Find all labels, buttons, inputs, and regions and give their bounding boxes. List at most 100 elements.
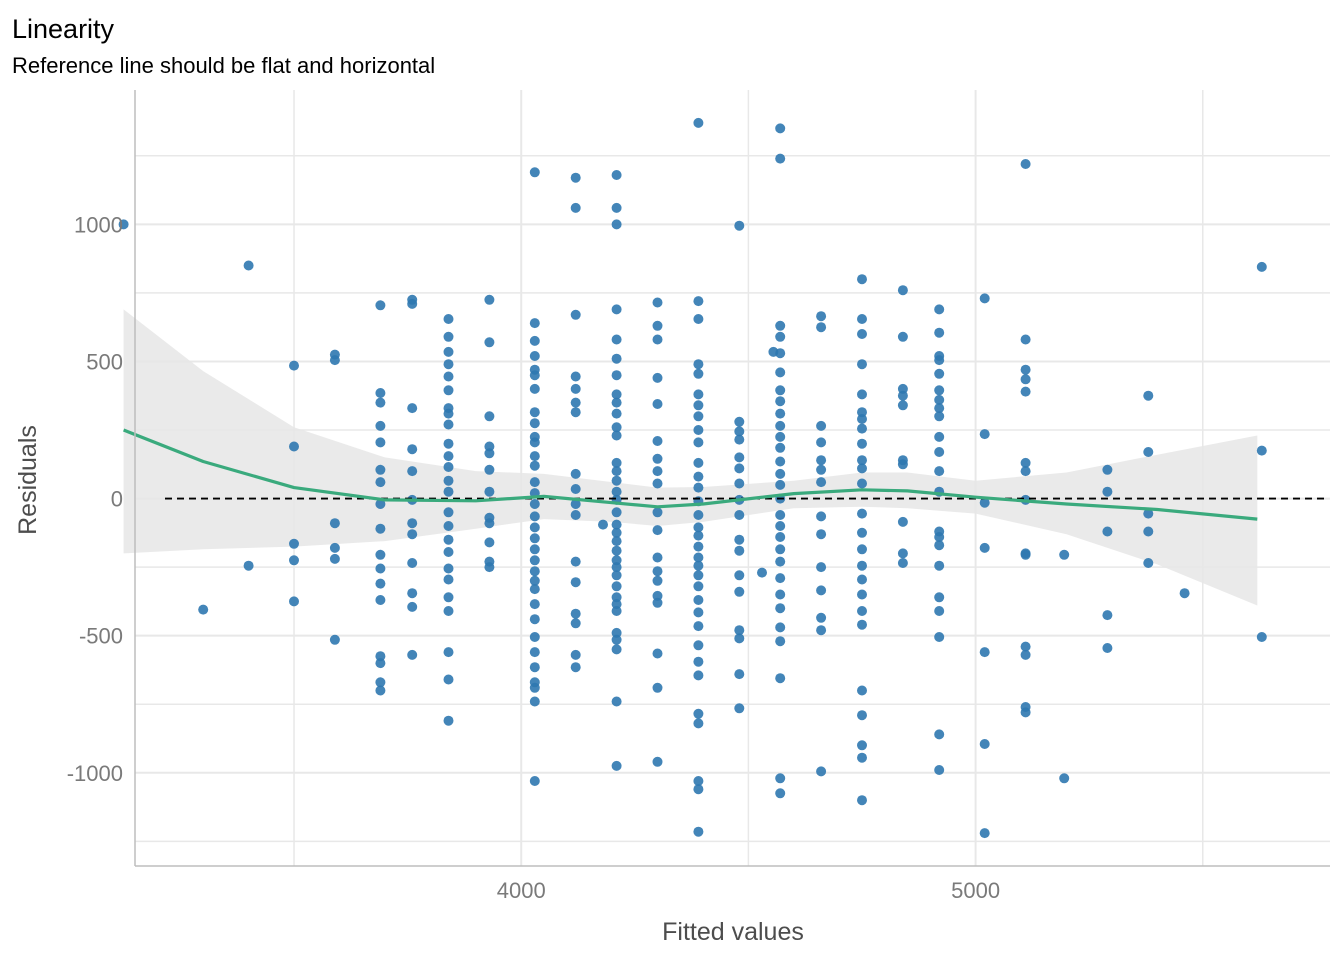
residual-point <box>652 648 663 659</box>
residual-point <box>443 563 454 574</box>
residual-point <box>1102 486 1113 497</box>
residual-point <box>857 795 867 806</box>
residual-point <box>693 471 704 482</box>
residual-point <box>693 656 704 667</box>
residual-point <box>775 153 786 164</box>
residual-point <box>570 202 581 213</box>
residual-point <box>652 478 663 489</box>
residual-point <box>857 314 867 324</box>
x-axis-title: Fitted values <box>662 918 804 946</box>
residual-point <box>934 765 945 775</box>
residual-point <box>775 420 786 431</box>
residual-point <box>857 274 867 285</box>
residual-point <box>979 429 990 440</box>
residual-point <box>611 644 622 655</box>
residual-point <box>484 337 495 348</box>
residual-points-layer <box>118 117 1267 839</box>
residual-point <box>652 334 663 345</box>
residual-point <box>611 545 622 556</box>
residual-point <box>407 601 418 612</box>
residual-point <box>775 456 786 467</box>
residual-point <box>484 518 495 529</box>
residual-point <box>897 390 908 401</box>
residual-point <box>693 581 704 592</box>
residual-point <box>570 484 581 494</box>
residual-point <box>934 411 945 422</box>
residual-point <box>775 320 786 331</box>
residual-point <box>734 434 745 445</box>
residual-point <box>570 662 581 673</box>
residual-point <box>979 293 990 304</box>
residual-point <box>652 566 663 577</box>
residual-point <box>693 708 704 719</box>
residual-point <box>1102 610 1113 621</box>
residual-point <box>289 596 299 607</box>
residual-point <box>1102 464 1113 475</box>
residual-point <box>529 451 540 462</box>
residual-point <box>857 389 867 400</box>
residual-point <box>570 608 581 619</box>
residual-point <box>857 478 867 489</box>
residual-point <box>407 403 418 414</box>
residual-point <box>693 437 704 448</box>
residual-point <box>484 464 495 475</box>
residual-point <box>693 607 704 618</box>
residual-point <box>775 636 786 647</box>
residual-point <box>1020 457 1031 468</box>
residual-point <box>529 407 540 418</box>
residual-point <box>693 522 704 533</box>
residual-point <box>652 507 663 518</box>
residual-point <box>1256 445 1267 456</box>
residual-point <box>775 479 786 490</box>
residual-point <box>329 355 340 366</box>
residual-point <box>857 329 867 339</box>
residual-point <box>611 219 622 230</box>
y-tick-label: -1000 <box>67 761 123 786</box>
residual-point <box>529 370 540 381</box>
residual-point <box>611 599 622 610</box>
residual-point <box>857 606 867 616</box>
residual-point <box>611 202 622 213</box>
residual-point <box>816 464 827 475</box>
residual-point <box>529 555 540 566</box>
residual-point <box>775 123 786 134</box>
residual-point <box>775 532 786 542</box>
residual-point <box>816 437 827 448</box>
residual-point <box>857 752 867 763</box>
residual-point <box>375 658 386 669</box>
residual-point <box>652 552 663 563</box>
x-tick-label: 5000 <box>951 878 1000 903</box>
residual-point <box>611 170 622 180</box>
residual-point <box>611 389 622 400</box>
residual-point <box>816 529 827 540</box>
residual-point <box>611 760 622 771</box>
residual-point <box>934 327 945 338</box>
residual-point <box>611 527 622 538</box>
residual-point <box>407 298 418 309</box>
residual-point <box>775 510 786 520</box>
residual-point <box>484 411 495 422</box>
residual-point <box>443 715 454 726</box>
residual-point <box>734 452 745 463</box>
residual-point <box>734 586 745 597</box>
residual-point <box>1020 386 1031 397</box>
residual-point <box>443 534 454 545</box>
residual-point <box>118 219 129 230</box>
residual-point <box>611 422 622 433</box>
residual-point <box>897 516 908 527</box>
residual-point <box>934 431 945 442</box>
residual-point <box>934 447 945 457</box>
residual-point <box>529 533 540 544</box>
residual-point <box>775 622 786 633</box>
residual-point <box>443 507 454 518</box>
residual-point <box>775 396 786 407</box>
residual-point <box>1020 649 1031 660</box>
residual-point <box>484 448 495 459</box>
residual-point <box>443 475 454 486</box>
residual-point <box>1256 261 1267 272</box>
residual-point <box>443 647 454 658</box>
residual-point <box>897 331 908 342</box>
residual-point <box>529 511 540 522</box>
residual-point <box>775 385 786 396</box>
residual-point <box>443 606 454 616</box>
